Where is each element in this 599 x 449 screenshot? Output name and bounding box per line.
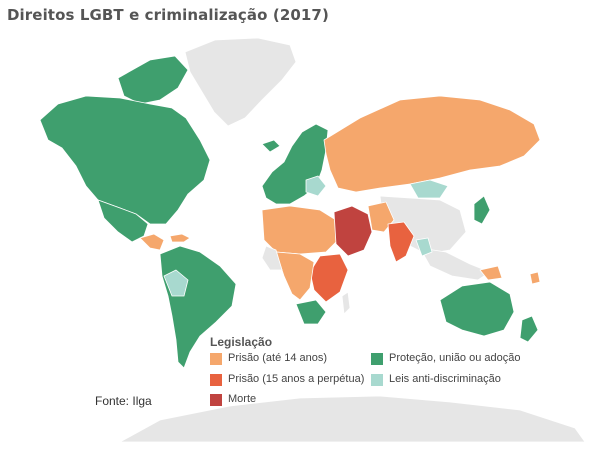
region-eastern-europe — [305, 175, 327, 197]
region-greenland — [184, 37, 297, 127]
region-india — [387, 221, 415, 263]
region-png — [479, 265, 503, 281]
region-mexico — [97, 199, 149, 243]
region-myanmar — [415, 237, 433, 257]
region-russia — [323, 95, 541, 193]
region-south-america-anti — [163, 269, 189, 297]
region-caribbean — [169, 233, 191, 243]
legend-title: Legislação — [210, 335, 273, 349]
region-central-africa — [275, 251, 315, 301]
source-credit: Fonte: Ilga — [95, 394, 152, 408]
region-middle-east — [333, 205, 373, 257]
region-southern-africa — [295, 299, 327, 325]
region-southeast-asia — [419, 247, 491, 281]
region-australia — [439, 281, 515, 337]
legend-swatch — [210, 374, 222, 386]
region-east-africa — [309, 253, 349, 303]
region-new-zealand — [519, 315, 539, 343]
legend-label: Proteção, união ou adoção — [389, 352, 521, 364]
region-north-america — [39, 95, 211, 225]
legend-label: Morte — [228, 393, 257, 405]
region-north-africa — [261, 205, 339, 255]
legend-label: Leis anti-discriminação — [389, 373, 501, 385]
legend-label: Prisão (15 anos a perpétua) — [228, 373, 365, 385]
region-japan — [473, 195, 491, 225]
region-central-america — [139, 233, 165, 251]
region-canada-islands — [117, 55, 189, 105]
region-pacific-island — [529, 271, 541, 285]
region-mongolia — [409, 179, 449, 199]
world-map-svg — [39, 37, 586, 442]
region-madagascar — [341, 291, 351, 315]
region-iceland — [261, 139, 281, 153]
legend-swatch — [371, 374, 383, 386]
region-south-america — [159, 245, 237, 369]
map-title: Direitos LGBT e criminalização (2017) — [7, 6, 329, 24]
legend-swatch — [210, 353, 222, 365]
region-west-africa — [261, 245, 283, 271]
legend-swatch — [210, 394, 222, 406]
region-antarctica — [119, 395, 586, 442]
legend-swatch — [371, 353, 383, 365]
world-map — [8, 30, 594, 442]
legend-label: Prisão (até 14 anos) — [228, 352, 328, 364]
